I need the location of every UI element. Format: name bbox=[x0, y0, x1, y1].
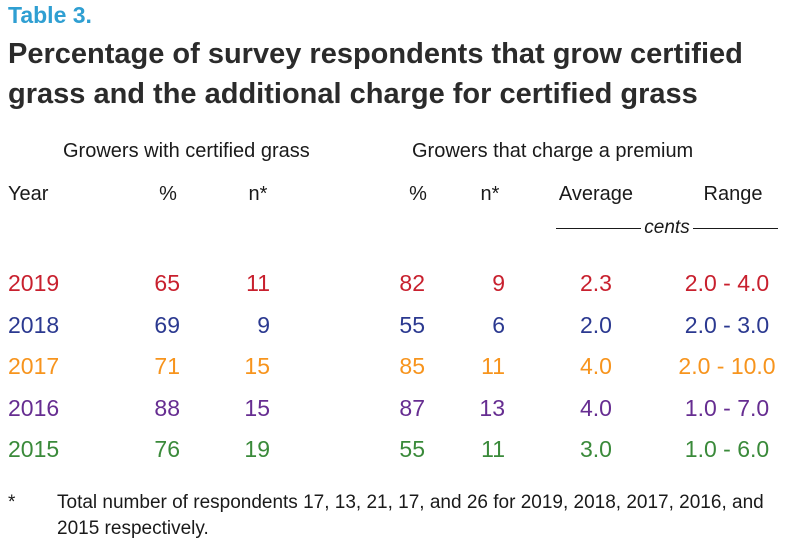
table-title: Percentage of survey respondents that gr… bbox=[8, 38, 743, 110]
cell-range: 2.0 - 4.0 bbox=[684, 270, 770, 296]
unit-text: cents bbox=[644, 217, 690, 238]
cell-n-premium: 9 bbox=[492, 270, 505, 296]
cell-pct-premium: 82 bbox=[399, 270, 425, 296]
cell-average: 2.3 bbox=[580, 270, 612, 296]
cell-year: 2017 bbox=[8, 353, 60, 379]
cell-pct-premium: 87 bbox=[399, 394, 425, 421]
column-header-average: Average bbox=[558, 183, 634, 205]
table-row: 2019 65 11 82 9 2.3 2.0 - 4.0 bbox=[0, 270, 800, 300]
cell-range: 2.0 - 10.0 bbox=[678, 353, 776, 379]
column-header-n-certified: n* bbox=[248, 183, 268, 205]
cell-n-certified: 11 bbox=[246, 270, 270, 296]
cell-pct-premium: 85 bbox=[399, 353, 425, 379]
cell-year: 2019 bbox=[8, 270, 60, 296]
cell-year: 2018 bbox=[8, 311, 60, 338]
footnote-marker: * bbox=[8, 492, 16, 513]
cell-pct-premium: 55 bbox=[399, 436, 425, 462]
cell-n-certified: 15 bbox=[244, 353, 270, 379]
cell-year: 2016 bbox=[8, 394, 60, 421]
cell-n-certified: 9 bbox=[257, 311, 270, 338]
cell-year: 2015 bbox=[8, 436, 60, 462]
cell-pct-certified: 71 bbox=[154, 353, 180, 379]
cell-average: 3.0 bbox=[580, 436, 612, 462]
unit-rule-left bbox=[556, 227, 642, 229]
group-header-premium: Growers that charge a premium bbox=[412, 140, 694, 162]
table-row: 2015 76 19 55 11 3.0 1.0 - 6.0 bbox=[0, 436, 800, 466]
footnote-text: Total number of respondents 17, 13, 21, … bbox=[57, 492, 764, 539]
column-header-n-premium: n* bbox=[480, 183, 500, 205]
cell-pct-premium: 55 bbox=[399, 311, 425, 338]
cell-n-premium: 6 bbox=[492, 311, 505, 338]
unit-label: cents bbox=[556, 217, 779, 239]
cell-n-certified: 15 bbox=[244, 394, 270, 421]
column-header-pct-premium: % bbox=[409, 183, 427, 205]
cell-n-premium: 11 bbox=[481, 353, 505, 379]
cell-average: 2.0 bbox=[580, 311, 612, 338]
table-row: 2018 69 9 55 6 2.0 2.0 - 3.0 bbox=[0, 312, 800, 342]
cell-pct-certified: 65 bbox=[154, 270, 180, 296]
cell-average: 4.0 bbox=[580, 353, 612, 379]
cell-average: 4.0 bbox=[580, 394, 612, 421]
cell-n-premium: 11 bbox=[481, 436, 505, 462]
column-header-year: Year bbox=[8, 183, 49, 205]
cell-n-certified: 19 bbox=[244, 436, 270, 462]
table-label: Table 3. bbox=[8, 2, 92, 28]
column-header-range: Range bbox=[703, 183, 763, 205]
group-header-certified: Growers with certified grass bbox=[63, 140, 310, 162]
unit-rule-right bbox=[692, 227, 779, 229]
column-header-pct-certified: % bbox=[159, 183, 177, 205]
cell-pct-certified: 88 bbox=[154, 394, 180, 421]
cell-n-premium: 13 bbox=[479, 394, 505, 421]
cell-range: 2.0 - 3.0 bbox=[684, 311, 770, 338]
cell-pct-certified: 76 bbox=[154, 436, 180, 462]
cell-range: 1.0 - 7.0 bbox=[684, 394, 770, 421]
table-row: 2016 88 15 87 13 4.0 1.0 - 7.0 bbox=[0, 395, 800, 425]
table-row: 2017 71 15 85 11 4.0 2.0 - 10.0 bbox=[0, 353, 800, 383]
cell-pct-certified: 69 bbox=[154, 311, 180, 338]
cell-range: 1.0 - 6.0 bbox=[684, 436, 770, 462]
